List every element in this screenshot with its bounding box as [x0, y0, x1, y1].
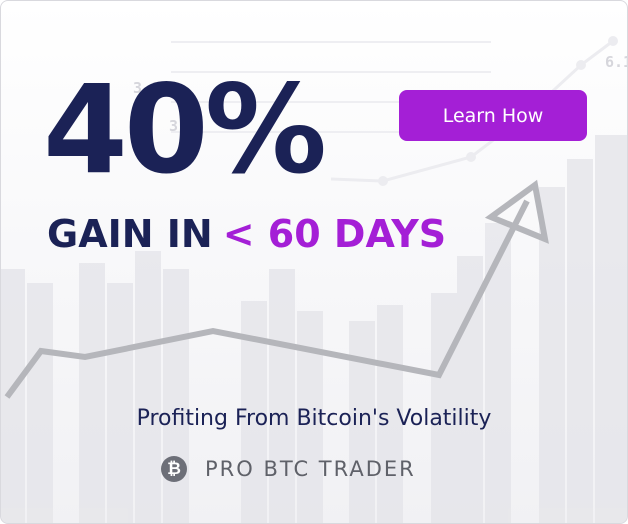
background-label: 3.98	[133, 79, 169, 97]
background-label: 6.1	[605, 53, 627, 71]
background-trend-dot	[576, 60, 586, 70]
subheadline-accent: < 60 DAYS	[222, 212, 447, 256]
bitcoin-icon: ₿	[161, 456, 187, 482]
subheadline: GAIN IN < 60 DAYS	[47, 215, 446, 253]
brand-logo: ₿ PRO BTC TRADER	[161, 455, 416, 483]
trend-arrow-line	[4, 199, 530, 399]
subheadline-prefix: GAIN IN	[47, 212, 213, 256]
trend-arrow-head	[484, 179, 549, 244]
brand-name: PRO BTC TRADER	[205, 457, 416, 481]
tagline: Profiting From Bitcoin's Volatility	[136, 406, 492, 431]
background-trend-dot	[466, 152, 476, 162]
background-trend-dot	[378, 176, 388, 186]
background-bars	[1, 135, 627, 523]
background-label: 3.	[169, 117, 187, 135]
learn-how-button[interactable]: Learn How	[399, 90, 587, 141]
background-grid-dots	[171, 41, 491, 133]
background-trend-dot	[608, 36, 618, 46]
headline-percent: 40%	[43, 59, 327, 201]
